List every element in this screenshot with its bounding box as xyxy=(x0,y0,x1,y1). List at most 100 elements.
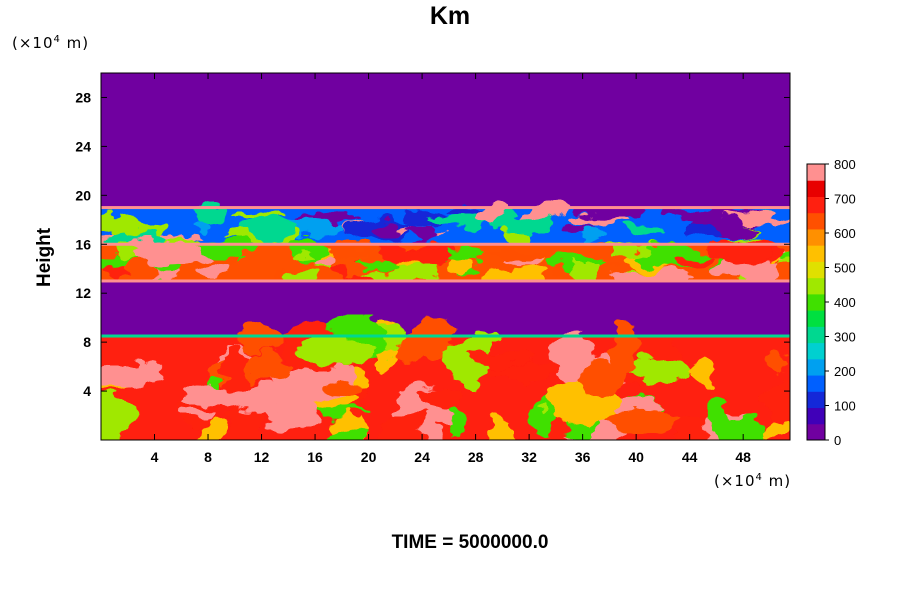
field-cell xyxy=(327,245,378,254)
x-tick-label: 48 xyxy=(735,449,751,465)
field-cell xyxy=(438,250,487,262)
field-cell xyxy=(325,379,358,393)
band-edge xyxy=(101,206,790,210)
colorbar: 0 100 200 300 400 500 600 700 800 xyxy=(806,157,856,448)
field-cell xyxy=(419,386,462,410)
colorbar-segment xyxy=(807,375,825,392)
field-cell xyxy=(602,409,682,435)
field-cell xyxy=(716,416,768,440)
field-cell xyxy=(624,356,695,384)
y-tick-label: 24 xyxy=(75,138,91,154)
field-cell xyxy=(581,358,623,396)
x-tick-label: 44 xyxy=(682,449,698,465)
field-layer-4 xyxy=(101,314,790,440)
field-cell xyxy=(577,227,608,239)
field-cell xyxy=(693,358,714,390)
field-cell xyxy=(295,213,359,221)
field-cell xyxy=(101,395,136,438)
colorbar-segment xyxy=(807,196,825,214)
field-cell xyxy=(270,365,349,402)
band-edge xyxy=(101,242,790,246)
field-cell xyxy=(194,201,227,222)
chart-title: Km xyxy=(429,2,471,30)
x-axis-ticks: 4 8 12 16 20 24 28 32 36 40 44 48 xyxy=(151,73,751,465)
band-edge xyxy=(101,334,790,338)
colorbar-segment xyxy=(807,391,825,409)
field-cell xyxy=(281,218,344,236)
colorbar-segment xyxy=(807,407,825,425)
field-layer-1 xyxy=(101,198,790,254)
field-cell xyxy=(412,314,457,365)
field-cell xyxy=(187,223,211,233)
x-tick-label: 36 xyxy=(575,449,591,465)
colorbar-tick-label: 600 xyxy=(834,226,856,241)
field-cell xyxy=(101,363,162,389)
plot-frame xyxy=(100,72,791,441)
colorbar-segment xyxy=(807,310,825,327)
colorbar-segment xyxy=(807,180,825,197)
x-tick-label: 8 xyxy=(204,449,212,465)
field-cell xyxy=(286,251,315,258)
colorbar-tick-label: 700 xyxy=(834,192,856,207)
colorbar-tick-label: 100 xyxy=(834,399,856,414)
field-cell xyxy=(628,221,663,234)
colorbar-segment xyxy=(807,212,825,230)
colorbar-segment xyxy=(807,423,825,441)
colorbar-tick-label: 200 xyxy=(834,364,856,379)
x-tick-label: 28 xyxy=(468,449,484,465)
y-tick-label: 4 xyxy=(83,383,91,399)
field-cell xyxy=(490,215,551,238)
field-cell xyxy=(682,223,726,240)
field-cell xyxy=(459,351,536,367)
field-cell xyxy=(101,216,142,231)
colorbar-segment xyxy=(807,245,825,262)
x-tick-label: 12 xyxy=(254,449,270,465)
field-cell xyxy=(513,264,549,278)
x-tick-label: 4 xyxy=(151,449,159,465)
field-cell xyxy=(406,208,442,230)
colorbar-segment xyxy=(807,342,825,360)
field-layer-0 xyxy=(101,73,790,208)
colorbar-segment xyxy=(807,228,825,246)
field-cell xyxy=(318,430,369,440)
y-tick-label: 8 xyxy=(83,334,91,350)
colorbar-tick-label: 0 xyxy=(834,433,841,448)
field-cell xyxy=(297,335,375,365)
field-cell xyxy=(754,215,790,224)
colorbar-tick-label: 500 xyxy=(834,261,856,276)
x-tick-label: 40 xyxy=(628,449,644,465)
y-axis-unit: (×104 m) xyxy=(12,34,90,52)
x-tick-label: 32 xyxy=(521,449,537,465)
field-cell xyxy=(406,229,443,241)
field-cell xyxy=(488,414,515,440)
y-axis-ticks: 4 8 12 16 20 24 28 xyxy=(75,89,790,399)
x-tick-label: 24 xyxy=(414,449,430,465)
y-tick-label: 16 xyxy=(75,236,91,252)
field-cell xyxy=(201,417,226,440)
field-cell xyxy=(422,410,442,440)
field-cell xyxy=(130,242,206,266)
field-cell xyxy=(125,260,153,284)
field-cell xyxy=(316,252,336,266)
field-cell xyxy=(224,345,249,397)
colorbar-segment xyxy=(807,326,825,344)
field-cell xyxy=(670,255,710,266)
colorbar-tick-label: 800 xyxy=(834,157,856,172)
colorbar-segment xyxy=(807,358,825,376)
y-tick-label: 28 xyxy=(75,89,91,105)
colorbar-tick-label: 400 xyxy=(834,295,856,310)
field-cell xyxy=(767,345,790,382)
heatmap-field xyxy=(101,73,790,440)
field-cell xyxy=(483,362,559,379)
x-axis-unit: (×104 m) xyxy=(714,472,792,490)
x-tick-label: 20 xyxy=(361,449,377,465)
field-cell xyxy=(373,222,400,239)
field-cell xyxy=(241,353,287,381)
time-label: TIME = 5000000.0 xyxy=(391,532,549,553)
field-cell xyxy=(474,205,509,225)
band-edge xyxy=(101,279,790,283)
field-cell xyxy=(181,409,219,418)
field-cell xyxy=(675,414,706,440)
field-cell xyxy=(551,331,591,384)
